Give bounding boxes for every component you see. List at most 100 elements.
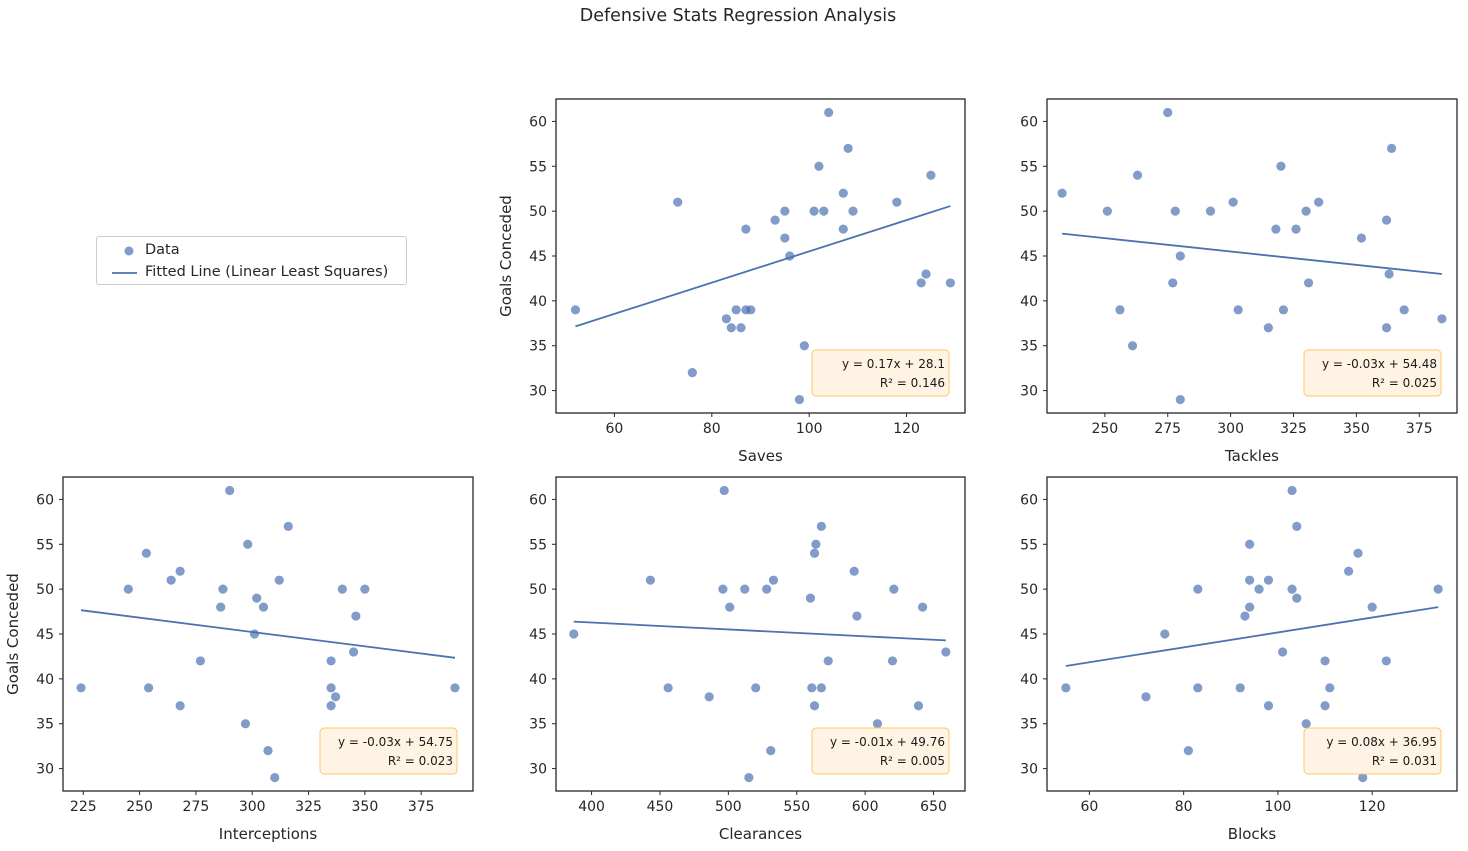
data-point	[1320, 701, 1330, 711]
data-point	[1132, 170, 1143, 180]
fitted-line	[1065, 606, 1439, 667]
data-point	[814, 161, 824, 171]
data-point	[360, 584, 370, 594]
annotation-r2: R² = 0.146	[880, 376, 945, 390]
y-tick-label: 30	[1020, 762, 1038, 778]
data-point	[780, 233, 790, 243]
data-point	[1387, 143, 1397, 153]
y-tick-label: 35	[529, 717, 547, 733]
data-point	[1381, 215, 1392, 225]
data-point	[1245, 539, 1255, 549]
data-point	[1163, 107, 1173, 118]
data-point	[175, 701, 185, 711]
data-point	[1356, 233, 1367, 243]
data-point	[726, 323, 736, 333]
x-tick-label: 250	[126, 799, 153, 815]
annotation-equation: y = 0.17x + 28.1	[842, 357, 945, 371]
legend-item-data: Data	[97, 240, 406, 262]
data-point	[892, 197, 902, 207]
y-tick-label: 35	[529, 339, 547, 355]
data-point	[1245, 575, 1255, 585]
data-point	[1276, 161, 1286, 171]
data-point	[175, 566, 185, 576]
data-point	[807, 683, 817, 693]
y-tick-label: 40	[529, 672, 547, 688]
x-tick-label: 400	[578, 799, 605, 815]
axes-frame	[62, 476, 474, 792]
x-tick-label: 600	[852, 799, 879, 815]
data-point	[326, 656, 336, 666]
data-point	[843, 143, 853, 153]
y-tick-label: 60	[1020, 492, 1038, 508]
data-point	[144, 683, 154, 693]
annotation-equation: y = 0.08x + 36.95	[1326, 735, 1437, 749]
y-tick-label: 55	[1020, 159, 1038, 175]
data-point	[1344, 566, 1354, 576]
data-point	[768, 575, 779, 585]
annotation-equation: y = -0.01x + 49.76	[830, 735, 945, 749]
data-point	[799, 341, 809, 351]
y-tick-label: 60	[529, 114, 547, 130]
annotation-box	[811, 349, 950, 397]
legend-line-icon	[112, 272, 137, 274]
y-tick-label: 40	[529, 294, 547, 310]
y-tick-label: 55	[529, 537, 547, 553]
data-point	[917, 602, 928, 612]
subplot-3: 225 250 275 300 325 350 375 30 35 40 45 50 55 60 y = -…	[4, 476, 474, 843]
data-point	[770, 215, 780, 225]
data-point	[1381, 656, 1391, 666]
data-point	[1228, 197, 1238, 207]
data-point	[249, 629, 260, 639]
data-point	[805, 593, 816, 603]
x-tick-label: 500	[715, 799, 742, 815]
x-tick-label: 350	[1343, 421, 1370, 437]
axes-frame	[1046, 476, 1458, 792]
data-point	[450, 683, 460, 693]
y-tick-label: 40	[1020, 672, 1038, 688]
data-point	[816, 683, 826, 693]
axes-frame	[555, 98, 966, 414]
annotation-r2: R² = 0.023	[388, 754, 453, 768]
data-point	[731, 305, 741, 315]
data-point	[1240, 611, 1250, 621]
data-point	[824, 107, 834, 118]
data-point	[240, 719, 251, 729]
x-tick-label: 100	[1265, 799, 1292, 815]
data-point	[252, 593, 262, 603]
y-tick-label: 45	[529, 627, 547, 643]
data-point	[225, 485, 235, 496]
x-tick-label: 300	[1217, 421, 1244, 437]
x-tick-label: 60	[1080, 799, 1098, 815]
data-point	[704, 692, 714, 702]
data-point	[76, 683, 86, 693]
subplot-5: 60 80 100 120 30 35 40 45 50 55 60 y = 0.08x + 36.9…	[1020, 476, 1458, 843]
legend-marker-icon	[124, 246, 134, 256]
data-point	[263, 746, 273, 756]
data-point	[1235, 683, 1245, 693]
data-point	[216, 602, 226, 612]
x-tick-label: 325	[1280, 421, 1307, 437]
data-point	[1437, 314, 1447, 324]
annotation-equation: y = -0.03x + 54.75	[338, 735, 453, 749]
data-point	[926, 170, 936, 180]
fitted-line	[573, 620, 946, 642]
y-tick-label: 30	[36, 762, 54, 778]
data-point	[1193, 584, 1203, 594]
x-tick-label: 80	[703, 421, 721, 437]
data-point	[1303, 278, 1314, 288]
data-point	[809, 701, 820, 711]
data-point	[1263, 701, 1274, 711]
data-point	[218, 584, 228, 594]
data-point	[166, 575, 176, 585]
x-tick-label: 250	[1091, 421, 1118, 437]
annotation-r2: R² = 0.025	[1372, 376, 1437, 390]
data-point	[751, 683, 761, 693]
data-point	[889, 584, 899, 594]
data-point	[744, 772, 754, 783]
data-point	[1102, 206, 1112, 216]
data-point	[1057, 188, 1067, 198]
subplot-2: 250 275 300 325 350 375 30 35 40 45 50 55 60 y = -0.0…	[1020, 98, 1458, 465]
data-point	[1183, 746, 1193, 756]
legend-label-data: Data	[145, 242, 180, 258]
x-tick-label: 300	[239, 799, 266, 815]
